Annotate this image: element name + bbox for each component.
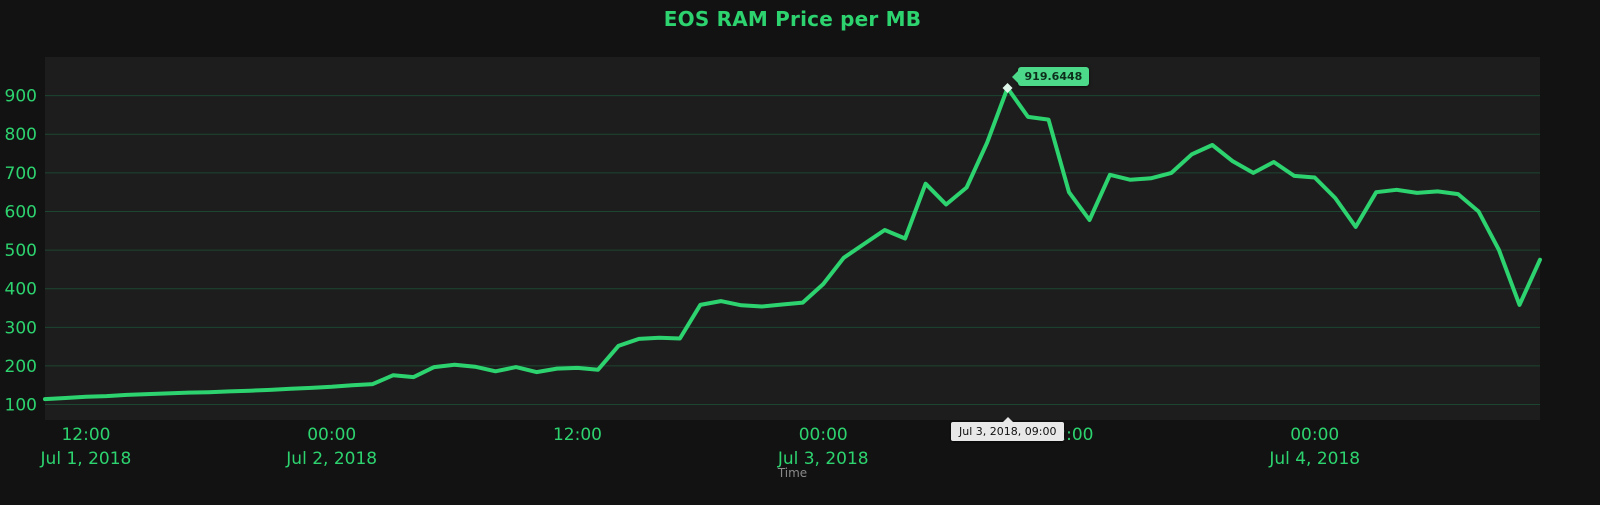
crosshair-date-tooltip: Jul 3, 2018, 09:00 bbox=[951, 417, 1065, 441]
x-axis-label: 12:00 bbox=[553, 425, 602, 445]
plot-area[interactable] bbox=[45, 57, 1540, 420]
x-axis-label: 00:00 bbox=[1290, 425, 1339, 445]
y-axis-label: 100 bbox=[5, 396, 37, 416]
x-axis-date-label: Jul 3, 2018 bbox=[777, 449, 869, 469]
chart-title: EOS RAM Price per MB bbox=[663, 7, 922, 31]
x-axis-title: Time bbox=[777, 466, 808, 480]
y-axis-label: 200 bbox=[5, 357, 37, 377]
y-axis-label: 900 bbox=[5, 87, 37, 107]
y-axis-label: 600 bbox=[5, 202, 37, 222]
price-line-series[interactable] bbox=[43, 86, 1542, 402]
x-axis-label: 12:00 bbox=[61, 425, 110, 445]
peak-value-tooltip: 919.6448 bbox=[1011, 67, 1090, 87]
peak-value-label: 919.6448 bbox=[1024, 70, 1083, 84]
y-axis-label: 400 bbox=[5, 280, 37, 300]
y-axis-label: 500 bbox=[5, 241, 37, 261]
crosshair-date-label: Jul 3, 2018, 09:00 bbox=[959, 425, 1057, 438]
x-axis-date-label: Jul 4, 2018 bbox=[1268, 449, 1360, 469]
x-axis-label: 00:00 bbox=[799, 425, 848, 445]
x-axis-date-label: Jul 2, 2018 bbox=[285, 449, 377, 469]
y-axis-label: 800 bbox=[5, 125, 37, 145]
peak-point-marker[interactable] bbox=[1002, 83, 1013, 94]
x-axis-date-label: Jul 1, 2018 bbox=[40, 449, 132, 469]
y-axis-label: 700 bbox=[5, 164, 37, 184]
y-axis-label: 300 bbox=[5, 318, 37, 338]
x-axis-label: 00:00 bbox=[307, 425, 356, 445]
